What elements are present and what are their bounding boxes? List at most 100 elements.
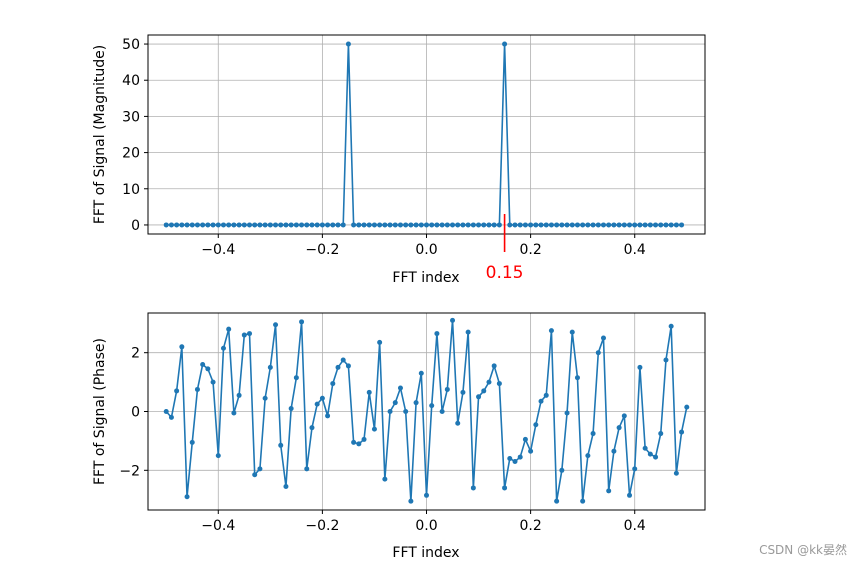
magnitude-data-point [418, 222, 424, 228]
magnitude-data-point [210, 222, 216, 228]
phase-data-point [486, 379, 492, 385]
magnitude-data-point [257, 222, 263, 228]
magnitude-data-point [517, 222, 523, 228]
phase-data-point [528, 448, 534, 454]
magnitude-data-point [548, 222, 554, 228]
magnitude-data-point [220, 222, 226, 228]
phase-data-point [236, 392, 242, 398]
magnitude-data-point [278, 222, 284, 228]
phase-data-point [174, 388, 180, 394]
phase-data-point [668, 323, 674, 329]
phase-data-point [616, 425, 622, 431]
magnitude-data-point [226, 222, 232, 228]
phase-data-point [288, 406, 294, 412]
magnitude-data-point [200, 222, 206, 228]
phase-data-point [325, 413, 331, 419]
magnitude-xtick-label: −0.2 [305, 242, 339, 258]
phase-data-point [267, 364, 273, 370]
magnitude-data-point [470, 222, 476, 228]
phase-data-point [241, 332, 247, 338]
phase-data-point [194, 386, 200, 392]
magnitude-data-point [330, 222, 336, 228]
magnitude-data-point [319, 222, 325, 228]
phase-data-point [564, 410, 570, 416]
magnitude-data-point [299, 222, 305, 228]
phase-data-point [257, 466, 263, 472]
phase-ytick-label: −2 [119, 463, 140, 479]
phase-data-point [621, 413, 627, 419]
magnitude-data-point [168, 222, 174, 228]
magnitude-data-point [481, 222, 487, 228]
magnitude-data-point [679, 222, 685, 228]
phase-data-point [226, 326, 232, 332]
phase-data-point [210, 379, 216, 385]
magnitude-data-point [356, 222, 362, 228]
magnitude-data-point [403, 222, 409, 228]
phase-data-point [658, 431, 664, 437]
magnitude-data-point [496, 222, 502, 228]
phase-data-point [450, 317, 456, 323]
phase-data-point [205, 366, 211, 372]
magnitude-data-point [673, 222, 679, 228]
magnitude-data-point [611, 222, 617, 228]
magnitude-xtick-label: 0.0 [415, 242, 437, 258]
magnitude-data-point [429, 222, 435, 228]
magnitude-data-point [345, 41, 351, 47]
magnitude-data-point [325, 222, 331, 228]
phase-data-point [168, 414, 174, 420]
watermark: CSDN @kk晏然 [759, 543, 847, 557]
phase-data-point [283, 483, 289, 489]
phase-data-point [580, 498, 586, 504]
phase-data-point [418, 370, 424, 376]
phase-xtick-label: −0.4 [201, 518, 235, 534]
magnitude-data-point [512, 222, 518, 228]
phase-data-point [559, 467, 565, 473]
magnitude-data-point [174, 222, 180, 228]
magnitude-data-point [653, 222, 659, 228]
phase-series [163, 317, 690, 504]
magnitude-ytick-label: 50 [122, 37, 140, 53]
magnitude-data-point [273, 222, 279, 228]
magnitude-data-point [382, 222, 388, 228]
phase-data-point [429, 403, 435, 409]
magnitude-data-point [392, 222, 398, 228]
phase-data-point [413, 400, 419, 406]
magnitude-data-point [616, 222, 622, 228]
magnitude-data-point [335, 222, 341, 228]
magnitude-data-point [293, 222, 299, 228]
phase-data-point [434, 331, 440, 337]
magnitude-data-point [491, 222, 497, 228]
magnitude-data-point [366, 222, 372, 228]
phase-data-point [653, 454, 659, 460]
magnitude-data-point [574, 222, 580, 228]
magnitude-data-point [528, 222, 534, 228]
magnitude-data-point [502, 41, 508, 47]
phase-data-point [314, 401, 320, 407]
phase-data-point [465, 329, 471, 335]
magnitude-data-point [455, 222, 461, 228]
magnitude-data-point [663, 222, 669, 228]
magnitude-data-point [408, 222, 414, 228]
magnitude-data-point [538, 222, 544, 228]
phase-data-point [595, 350, 601, 356]
magnitude-data-point [179, 222, 185, 228]
phase-data-point [533, 422, 539, 428]
magnitude-data-point [627, 222, 633, 228]
magnitude-data-point [304, 222, 310, 228]
phase-data-point [200, 361, 206, 367]
phase-data-point [397, 385, 403, 391]
magnitude-data-point [533, 222, 539, 228]
phase-xtick-label: 0.0 [415, 518, 437, 534]
magnitude-data-point [309, 222, 315, 228]
annotation-label: 0.15 [486, 263, 524, 283]
magnitude-data-point [647, 222, 653, 228]
magnitude-data-point [215, 222, 221, 228]
phase-data-point [647, 451, 653, 457]
phase-data-point [476, 394, 482, 400]
phase-xlabel: FFT index [392, 545, 459, 561]
phase-data-point [361, 436, 367, 442]
phase-data-point [335, 364, 341, 370]
magnitude-data-point [247, 222, 253, 228]
phase-data-point [439, 409, 445, 414]
phase-data-point [424, 492, 429, 498]
